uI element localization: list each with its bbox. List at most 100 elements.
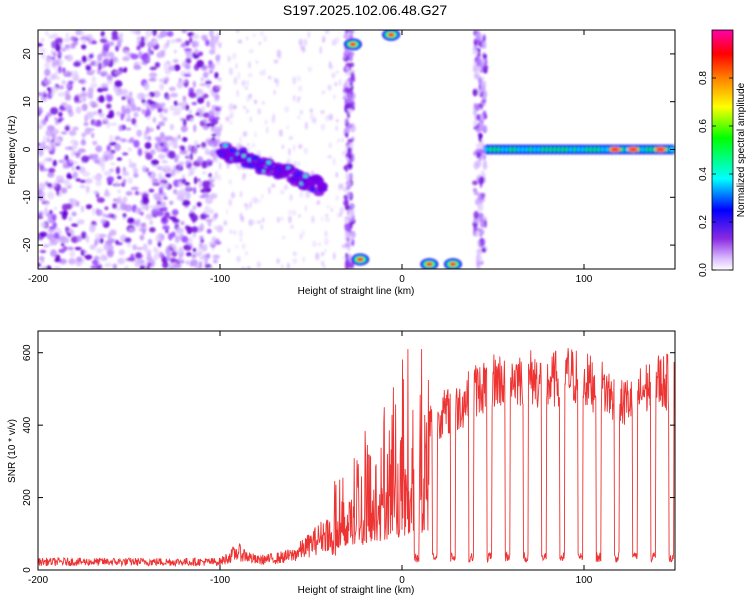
noise-blob [179,79,187,83]
haze-blob [217,77,222,82]
noise-blob [200,141,207,148]
noise-blob [146,41,155,48]
noise-blob [181,42,186,48]
noise-blob [181,137,188,143]
noise-blob [113,56,120,64]
noise-blob [142,164,147,173]
noise-blob [115,180,119,187]
noise-blob [141,222,147,228]
noise-blob [53,265,61,269]
noise-blob [163,107,169,114]
noise-blob [147,171,152,176]
noise-blob [58,159,64,163]
noise-blob [86,111,94,120]
noise-blob [64,125,70,132]
haze-blob [263,35,268,42]
noise-blob [50,73,58,80]
noise-blob [144,141,152,150]
edge-band-blob [473,72,480,80]
noise-blob [89,100,97,107]
edge-band-blob [479,113,484,121]
noise-blob [114,207,122,211]
noise-blob [69,249,75,258]
edge-band-blob [478,121,484,130]
noise-blob [149,149,156,155]
edge-band-blob [473,108,477,117]
noise-blob [181,235,189,243]
noise-blob [170,257,177,263]
noise-blob [47,191,55,200]
noise-blob [84,254,93,260]
noise-blob [122,171,130,177]
noise-blob [60,242,65,247]
noise-blob [51,49,55,56]
edge-band-blob [346,231,351,238]
noise-blob [71,202,76,208]
noise-blob [196,144,201,148]
haze-blob [278,129,283,137]
noise-blob [184,40,190,47]
edge-band-blob [484,219,487,228]
noise-blob [63,73,70,78]
noise-blob [113,70,122,75]
edge-band-blob [350,30,354,35]
haze-blob [292,76,296,85]
edge-band-blob [481,172,486,178]
haze-blob [331,72,336,79]
noise-blob [124,265,129,269]
noise-blob [67,80,74,85]
edge-band-blob [348,234,353,242]
noise-blob [170,38,177,44]
edge-band-blob [343,126,350,134]
haze-blob [288,147,291,156]
low-band-burst-red [356,257,364,262]
noise-blob [65,83,71,89]
haze-blob [232,52,237,60]
noise-blob [51,128,60,135]
haze-blob [256,261,261,268]
haze-blob [241,80,246,87]
edge-band-blob [477,193,482,202]
noise-blob [130,53,139,60]
noise-blob [147,135,152,141]
noise-blob [58,111,63,118]
noise-blob [68,216,73,222]
noise-blob [173,49,177,54]
noise-blob [171,244,177,249]
noise-blob [55,69,59,75]
noise-blob [136,247,144,251]
noise-blob [158,146,165,150]
edge-band-blob [473,120,478,127]
noise-blob [193,48,199,54]
haze-blob [257,199,262,203]
colorbar-label: Normalized spectral amplitude [736,82,747,217]
haze-blob [293,160,296,168]
snr-x-axis-label: Height of straight line (km) [298,585,415,596]
tone-blue [228,148,236,153]
noise-blob [39,48,47,53]
haze-blob [251,197,255,204]
noise-blob [141,99,146,104]
noise-blob [201,160,208,169]
noise-blob [91,220,97,225]
noise-blob [214,116,220,121]
noise-blob [88,53,94,59]
noise-blob [112,263,118,269]
noise-blob [45,129,53,137]
noise-blob [75,106,82,114]
noise-blob [40,191,46,198]
noise-blob [143,132,148,141]
edge-band-blob [350,62,355,68]
noise-blob [74,246,82,251]
haze-blob [211,242,215,251]
haze-blob [261,194,264,199]
noise-blob [165,172,172,178]
noise-blob [149,66,157,71]
edge-band-blob [476,254,480,262]
haze-blob [281,144,285,150]
noise-blob [97,174,103,180]
edge-band-blob [350,72,355,81]
edge-band-blob [478,83,482,91]
noise-blob [70,70,79,76]
noise-blob [202,118,208,124]
